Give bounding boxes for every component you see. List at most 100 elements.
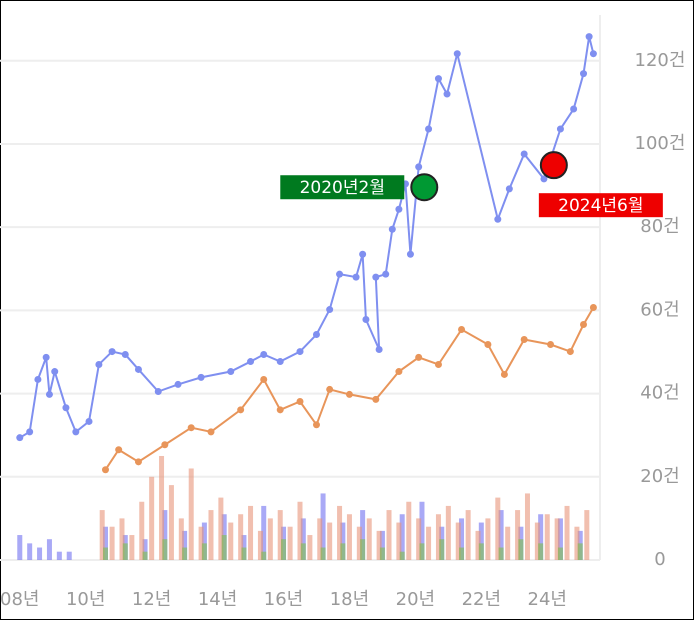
bar xyxy=(485,518,491,560)
point xyxy=(580,70,588,78)
bar xyxy=(159,455,165,560)
point xyxy=(134,458,142,466)
bar xyxy=(162,510,168,560)
y-tick-label: 40건 xyxy=(640,383,679,404)
point xyxy=(388,225,396,233)
point xyxy=(375,345,383,353)
annotation-box xyxy=(538,193,663,218)
bar xyxy=(515,510,521,560)
point xyxy=(72,428,80,436)
y-tick-label: 120건 xyxy=(635,50,686,71)
point xyxy=(296,397,304,405)
point xyxy=(115,446,123,454)
point xyxy=(556,125,564,133)
point xyxy=(326,385,334,393)
point xyxy=(51,368,59,376)
point xyxy=(121,350,129,358)
point xyxy=(336,270,344,278)
bar xyxy=(399,514,405,560)
point xyxy=(540,175,548,183)
bar xyxy=(356,526,362,560)
point xyxy=(62,404,70,412)
bar xyxy=(459,547,465,560)
bar xyxy=(435,514,441,560)
point xyxy=(500,370,508,378)
bar xyxy=(261,505,267,560)
bar xyxy=(317,518,323,560)
annotation-text: 2024년6월 xyxy=(558,196,643,216)
x-tick-label: 20년 xyxy=(396,589,435,610)
point xyxy=(372,395,380,403)
bar xyxy=(534,522,540,560)
bar xyxy=(360,539,366,560)
bar xyxy=(406,501,412,560)
bar xyxy=(248,505,254,560)
bar xyxy=(182,530,188,560)
bar xyxy=(340,543,346,560)
bar xyxy=(538,543,544,560)
bar xyxy=(178,518,184,560)
bar xyxy=(257,530,263,560)
bar xyxy=(320,547,326,560)
point xyxy=(458,326,466,334)
bar xyxy=(379,547,385,560)
bar xyxy=(337,505,343,560)
bar xyxy=(386,510,392,560)
point xyxy=(207,428,215,436)
point xyxy=(566,348,574,356)
bar xyxy=(277,510,283,560)
bar xyxy=(495,497,501,560)
bar xyxy=(228,522,234,560)
bar xyxy=(320,493,326,560)
bar xyxy=(201,522,207,560)
point xyxy=(352,273,360,281)
bar xyxy=(297,501,303,560)
bar xyxy=(346,514,352,560)
point xyxy=(108,348,116,356)
bar xyxy=(584,510,590,560)
point xyxy=(276,358,284,366)
bar xyxy=(498,547,504,560)
point xyxy=(260,350,268,358)
bar xyxy=(99,510,105,560)
bar xyxy=(300,543,306,560)
point xyxy=(484,340,492,348)
bar xyxy=(198,526,204,560)
bar xyxy=(56,551,62,560)
point xyxy=(312,331,320,339)
point xyxy=(589,50,597,58)
bar xyxy=(366,518,372,560)
bar xyxy=(524,493,530,560)
bar xyxy=(300,518,306,560)
point xyxy=(16,434,24,442)
x-tick-label: 14년 xyxy=(198,589,237,610)
bar xyxy=(182,547,188,560)
bar xyxy=(498,510,504,560)
x-tick-label: 12년 xyxy=(132,589,171,610)
bar xyxy=(241,547,247,560)
bar xyxy=(221,535,227,560)
point xyxy=(45,390,53,398)
point xyxy=(296,348,304,356)
bar xyxy=(139,501,145,560)
point xyxy=(505,185,513,193)
annotation-box xyxy=(280,175,405,200)
point xyxy=(42,353,50,361)
point xyxy=(237,406,245,414)
bar xyxy=(396,522,402,560)
x-tick-label: 08년 xyxy=(0,589,39,610)
point xyxy=(415,163,423,171)
point xyxy=(312,421,320,429)
point xyxy=(260,375,268,383)
bar xyxy=(459,518,465,560)
point xyxy=(406,250,414,258)
point xyxy=(161,441,169,449)
bar xyxy=(267,518,273,560)
bar xyxy=(419,501,425,560)
bar xyxy=(557,547,563,560)
bar xyxy=(518,539,524,560)
bar xyxy=(109,526,115,560)
bar xyxy=(307,535,313,560)
point xyxy=(585,33,593,41)
annotation-label: 2024년6월 xyxy=(538,193,663,218)
